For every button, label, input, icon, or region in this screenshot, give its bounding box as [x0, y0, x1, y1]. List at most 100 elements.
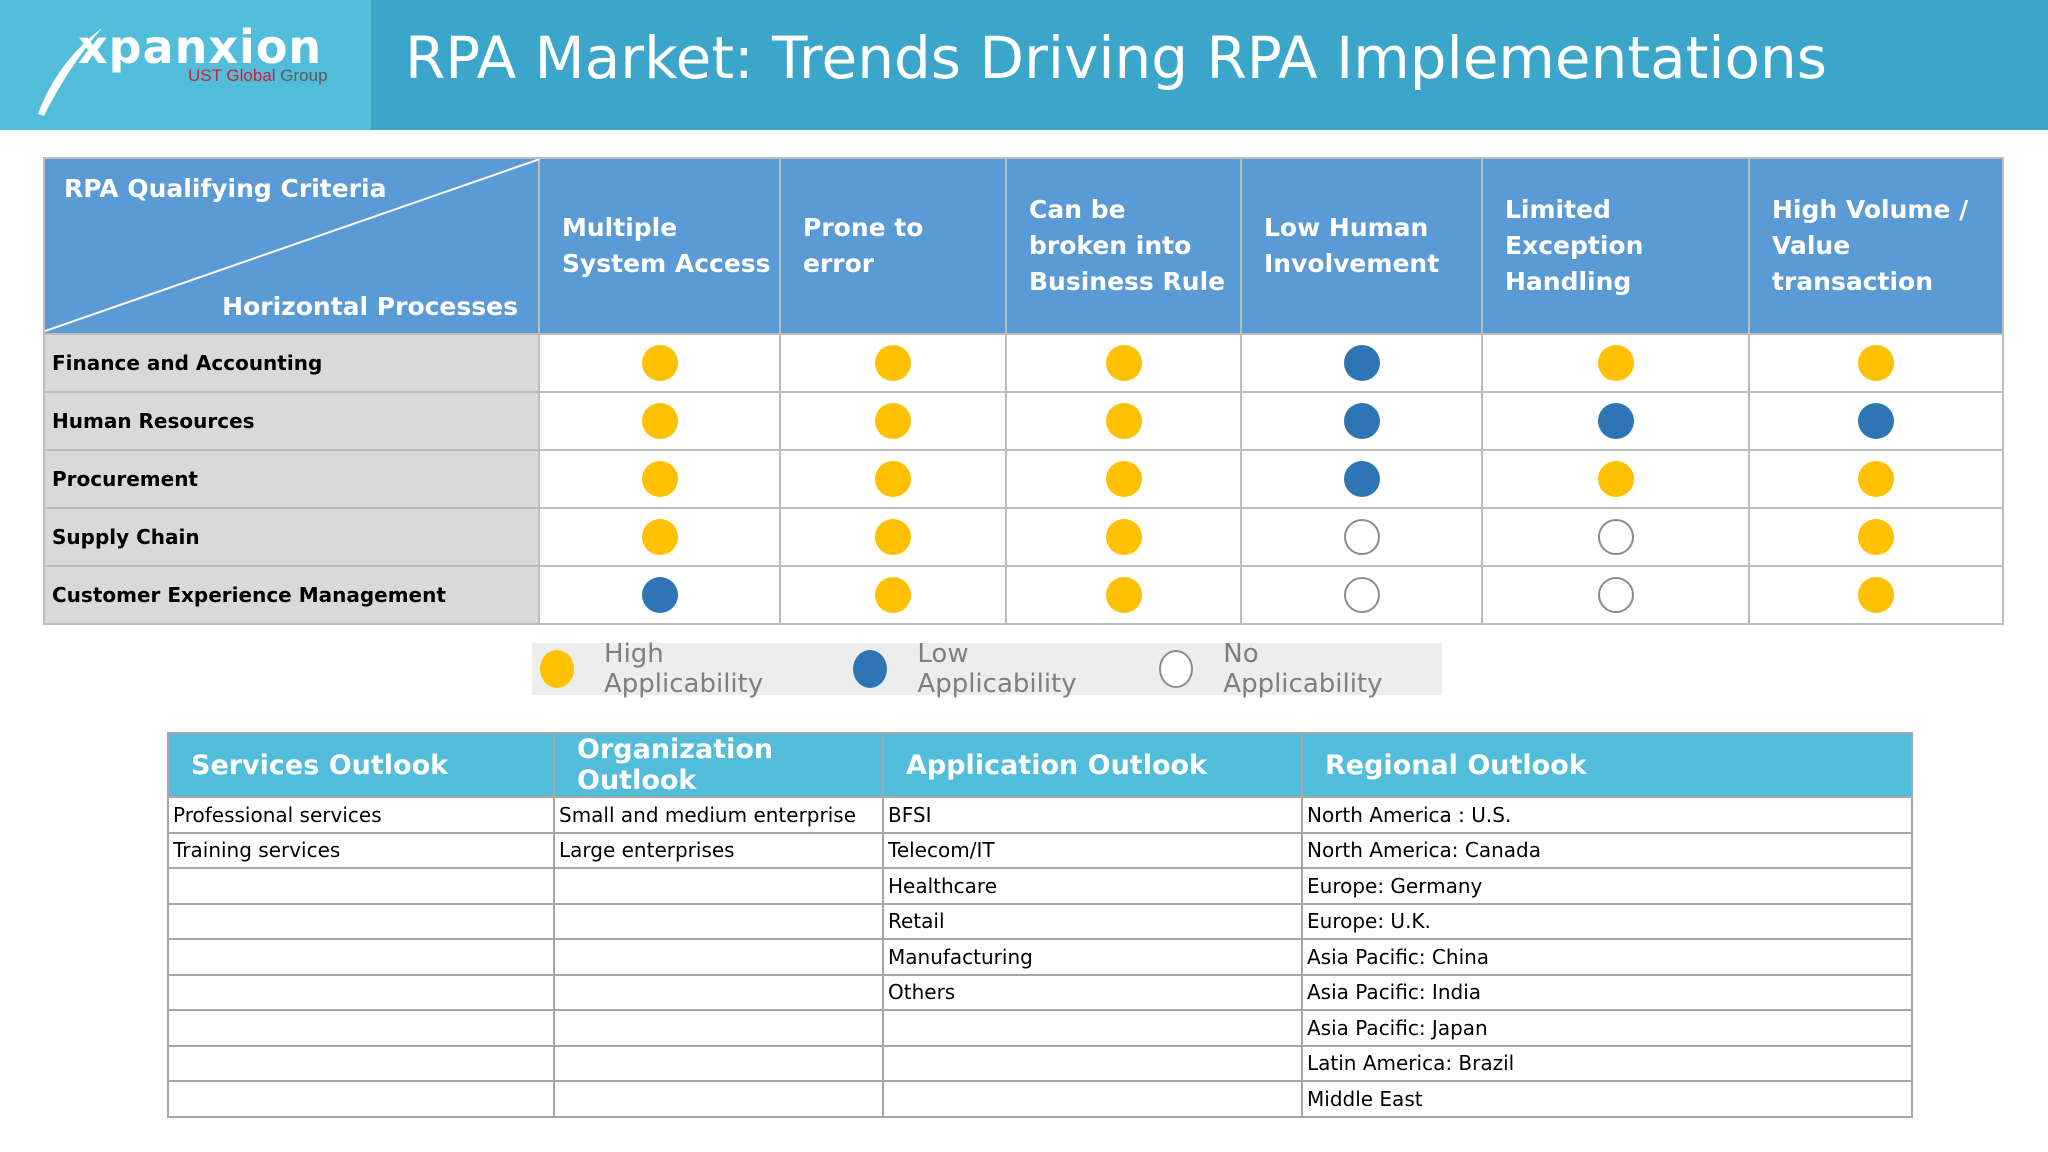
legend-label: High Applicability	[604, 639, 764, 699]
low-applicability-dot-icon	[1343, 461, 1380, 497]
criteria-column-header: Low Human Involvement	[1240, 157, 1483, 335]
high-applicability-dot-icon	[1858, 577, 1894, 613]
high-applicability-dot-icon	[1105, 345, 1142, 381]
applicability-cell	[779, 391, 1007, 451]
criteria-column-header: Prone to error	[779, 157, 1007, 335]
criteria-row: Finance and Accounting	[43, 333, 2004, 393]
outlook-cell	[882, 1044, 1303, 1082]
high-applicability-dot-icon	[875, 461, 911, 497]
applicability-cell	[1240, 565, 1483, 625]
applicability-cell	[1748, 507, 2004, 567]
criteria-row: Supply Chain	[43, 507, 2004, 567]
high-applicability-dot-icon	[1858, 519, 1894, 555]
corner-criteria-label: RPA Qualifying Criteria	[64, 174, 387, 203]
applicability-cell	[1240, 449, 1483, 509]
outlook-cell	[553, 973, 884, 1011]
logo-swoosh-icon	[38, 28, 102, 116]
applicability-cell	[1748, 391, 2004, 451]
page-title: RPA Market: Trends Driving RPA Implement…	[405, 24, 1827, 92]
process-label: Human Resources	[43, 391, 540, 451]
high-applicability-dot-icon	[1105, 403, 1142, 439]
high-applicability-dot-icon	[875, 403, 911, 439]
process-label: Finance and Accounting	[43, 333, 540, 393]
logo-subtitle: UST Global Group	[188, 66, 328, 85]
applicability-cell	[1240, 507, 1483, 567]
legend-label: No Applicability	[1223, 639, 1383, 699]
high-applicability-dot-icon	[641, 461, 678, 497]
process-label: Procurement	[43, 449, 540, 509]
low-applicability-dot-icon	[1343, 403, 1380, 439]
applicability-cell	[1005, 449, 1242, 509]
outlook-cell: Retail	[882, 902, 1303, 940]
process-label: Customer Experience Management	[43, 565, 540, 625]
high-applicability-dot-icon	[540, 650, 575, 688]
criteria-column-header: Can be broken into Business Rule	[1005, 157, 1242, 335]
outlook-cell: Asia Pacific: China	[1301, 938, 1913, 976]
outlook-cell	[167, 1080, 555, 1118]
outlook-cell: North America: Canada	[1301, 831, 1913, 869]
outlook-cell: Professional services	[167, 796, 555, 834]
criteria-row: Procurement	[43, 449, 2004, 509]
applicability-cell	[1005, 391, 1242, 451]
outlook-cell: North America : U.S.	[1301, 796, 1913, 834]
criteria-corner-cell: RPA Qualifying Criteria Horizontal Proce…	[43, 157, 540, 335]
criteria-table-body: Finance and Accounting Human Resources Pro…	[43, 333, 2004, 625]
outlook-cell: Training services	[167, 831, 555, 869]
outlook-cell	[167, 1009, 555, 1047]
outlook-cell: Europe: U.K.	[1301, 902, 1913, 940]
outlook-cell: Large enterprises	[553, 831, 884, 869]
outlook-cell	[553, 867, 884, 905]
high-applicability-dot-icon	[1597, 461, 1634, 497]
outlook-cell: Manufacturing	[882, 938, 1303, 976]
no-applicability-dot-icon	[1597, 519, 1634, 555]
criteria-row: Customer Experience Management	[43, 565, 2004, 625]
applicability-cell	[779, 507, 1007, 567]
outlook-cell	[167, 1044, 555, 1082]
low-applicability-dot-icon	[1858, 403, 1894, 439]
low-applicability-dot-icon	[1597, 403, 1634, 439]
outlook-cell: Small and medium enterprise	[553, 796, 884, 834]
outlook-cell	[553, 1009, 884, 1047]
outlook-cell	[882, 1080, 1303, 1118]
applicability-cell	[538, 507, 781, 567]
high-applicability-dot-icon	[1105, 519, 1142, 555]
applicability-cell	[1240, 333, 1483, 393]
low-applicability-dot-icon	[853, 650, 888, 688]
outlook-cell	[553, 1080, 884, 1118]
high-applicability-dot-icon	[875, 519, 911, 555]
legend-item-none: No Applicability	[1151, 639, 1442, 699]
applicability-cell	[779, 565, 1007, 625]
outlook-row: Manufacturing Asia Pacific: China	[167, 938, 1913, 976]
applicability-cell	[1748, 565, 2004, 625]
applicability-cell	[779, 333, 1007, 393]
legend: High Applicability Low Applicability No …	[532, 639, 1442, 699]
outlook-cell	[553, 1044, 884, 1082]
outlook-row: Healthcare Europe: Germany	[167, 867, 1913, 905]
outlook-cell	[167, 902, 555, 940]
outlook-cell	[553, 902, 884, 940]
high-applicability-dot-icon	[1105, 461, 1142, 497]
applicability-cell	[779, 449, 1007, 509]
applicability-cell	[1481, 565, 1750, 625]
outlook-column-header: Regional Outlook	[1301, 732, 1913, 798]
criteria-column-header: Multiple System Access	[538, 157, 781, 335]
outlook-cell: Europe: Germany	[1301, 867, 1913, 905]
applicability-cell	[1481, 449, 1750, 509]
logo-text: xpanxion	[78, 20, 323, 74]
high-applicability-dot-icon	[641, 345, 678, 381]
outlook-cell: Asia Pacific: Japan	[1301, 1009, 1913, 1047]
criteria-column-header: Limited Exception Handling	[1481, 157, 1750, 335]
applicability-cell	[1481, 391, 1750, 451]
outlook-cell	[167, 938, 555, 976]
high-applicability-dot-icon	[1858, 345, 1894, 381]
outlook-column-header: Services Outlook	[167, 732, 555, 798]
header-bar: xpanxion UST Global Group RPA Market: Tr…	[0, 0, 2048, 130]
outlook-row: Middle East	[167, 1080, 1913, 1118]
high-applicability-dot-icon	[1858, 461, 1894, 497]
outlook-table-body: Professional services Small and medium en…	[167, 796, 1913, 1118]
outlook-cell	[553, 938, 884, 976]
outlook-row: Others Asia Pacific: India	[167, 973, 1913, 1011]
outlook-cell: Asia Pacific: India	[1301, 973, 1913, 1011]
applicability-cell	[1240, 391, 1483, 451]
applicability-cell	[1005, 565, 1242, 625]
